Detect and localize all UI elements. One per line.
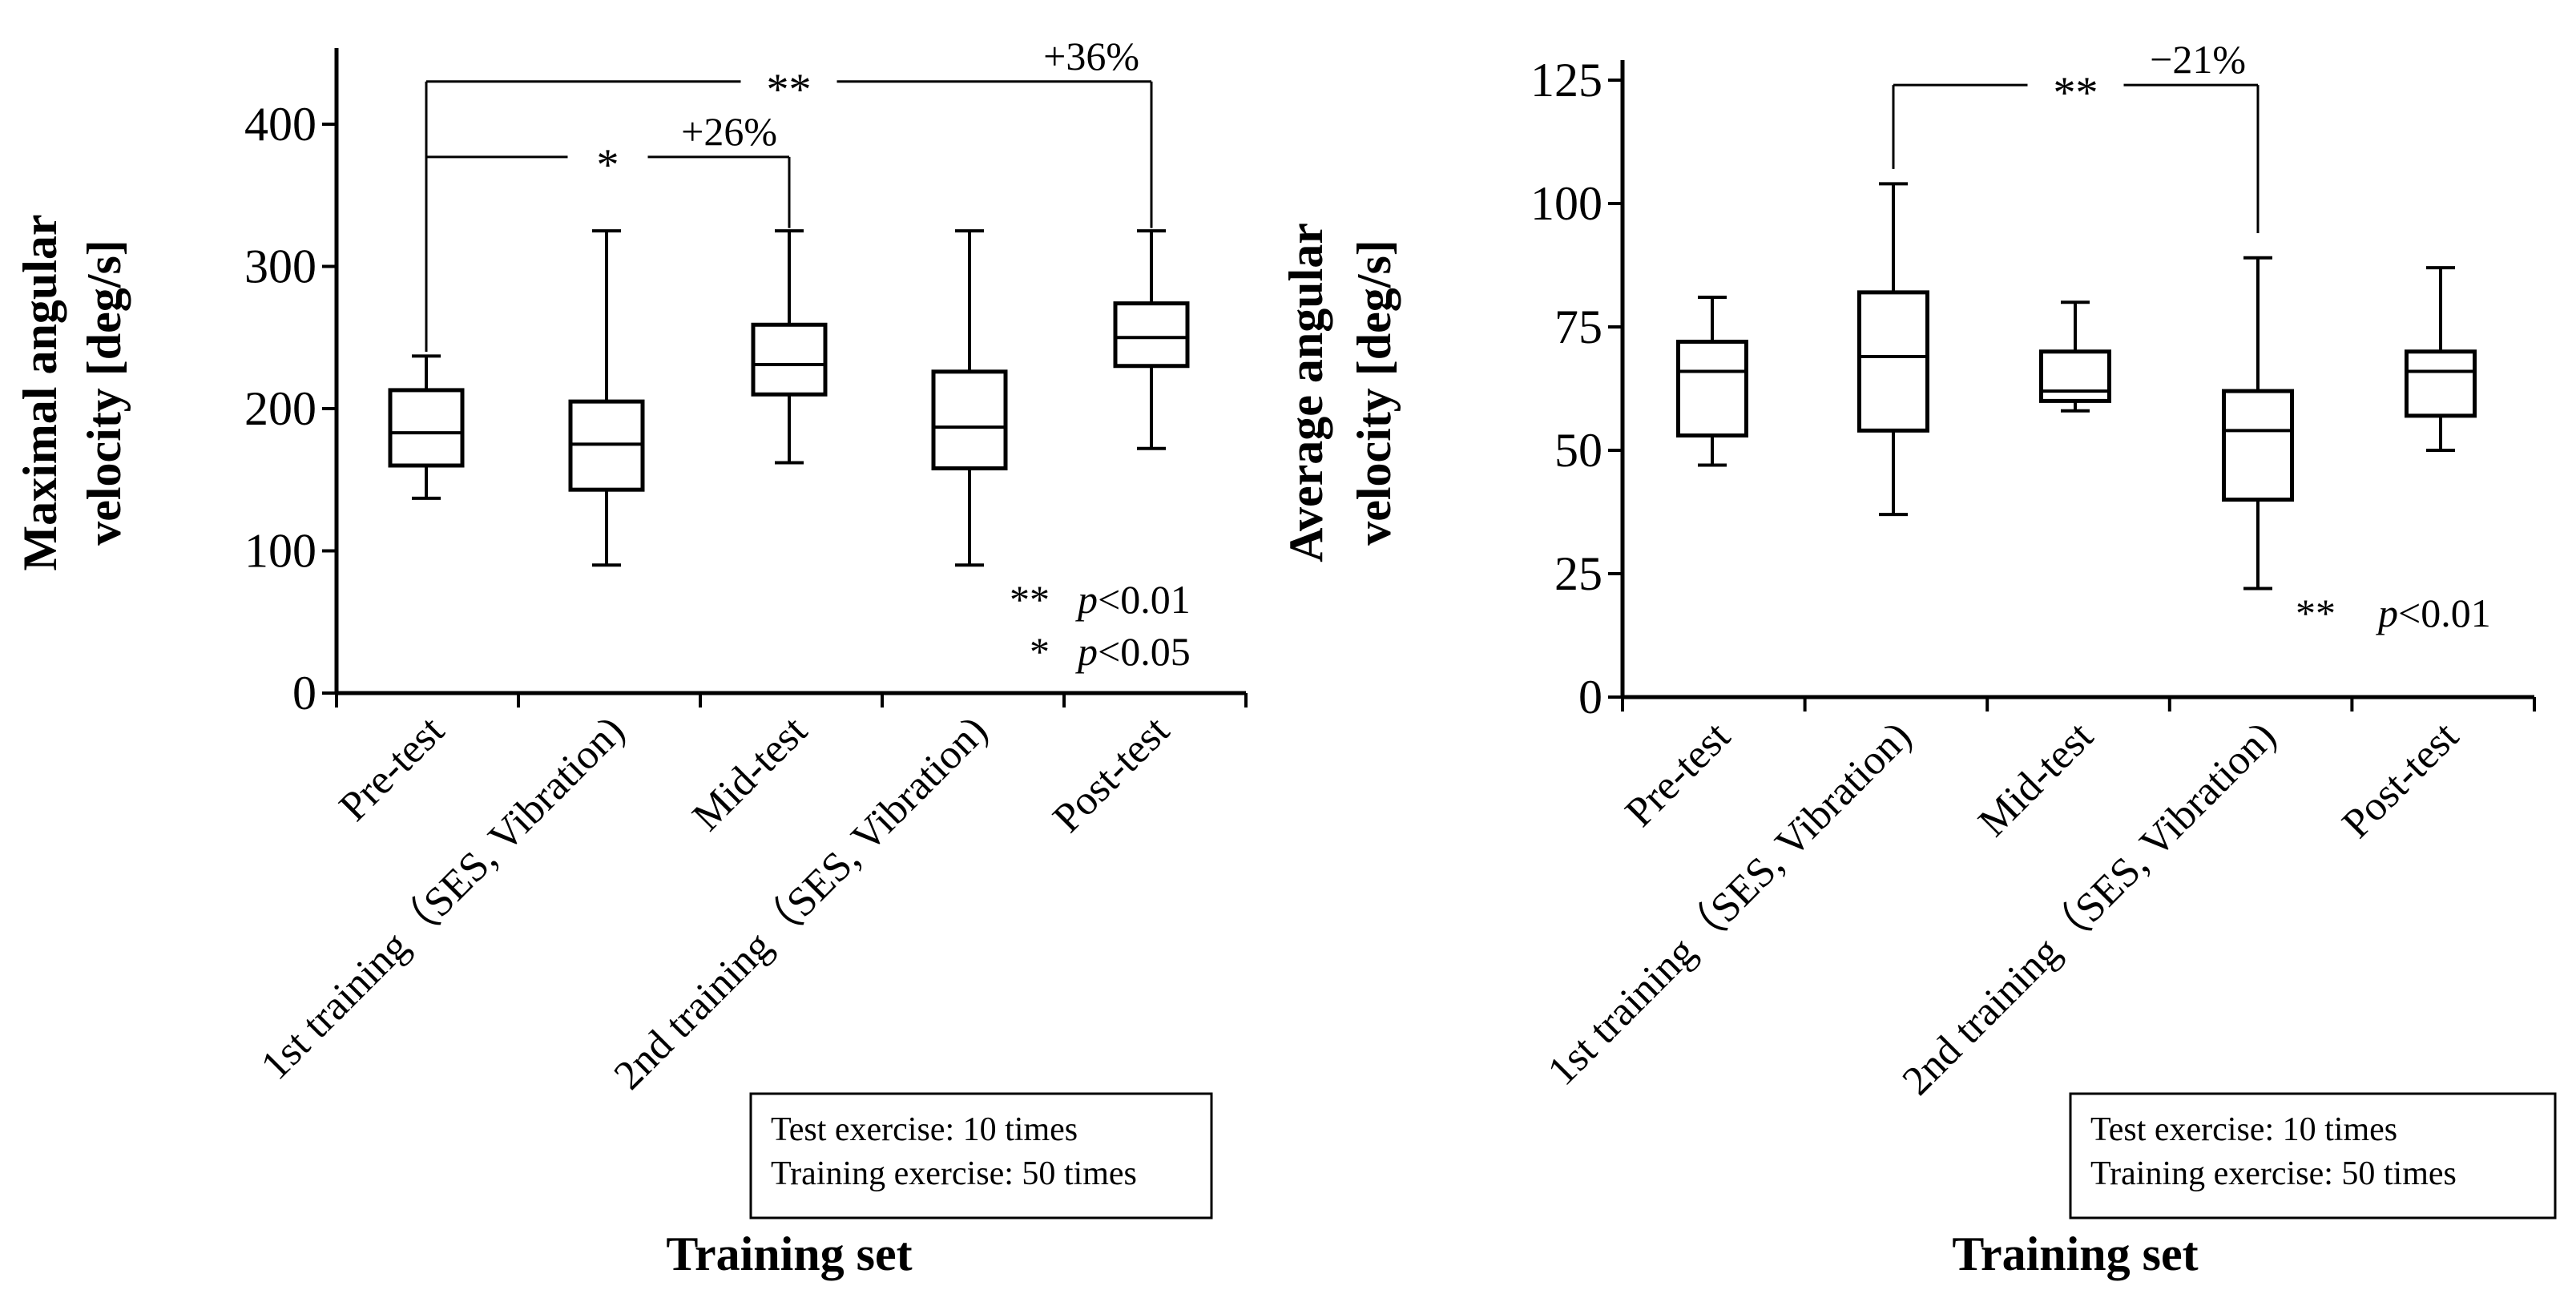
legend-pvalue: p<0.01 bbox=[1075, 577, 1191, 622]
legend-p-threshold: <0.01 bbox=[1098, 577, 1191, 622]
legend-p-threshold: <0.05 bbox=[1098, 629, 1191, 674]
y-axis-title: velocity [deg/s] bbox=[1348, 240, 1401, 546]
y-tick-label: 0 bbox=[1578, 671, 1602, 724]
y-tick-label: 0 bbox=[292, 667, 316, 720]
box-plot bbox=[568, 229, 645, 567]
bracket-percent-label: −21% bbox=[2150, 37, 2246, 82]
y-tick-label: 25 bbox=[1554, 547, 1602, 600]
y-tick-label: 50 bbox=[1554, 424, 1602, 477]
legend-pvalue: p<0.05 bbox=[1075, 629, 1191, 674]
note-text: Test exercise: 10 times bbox=[2090, 1111, 2397, 1148]
box-iqr bbox=[388, 388, 465, 468]
category-label: 2nd training（SES, Vibration) bbox=[1894, 713, 2285, 1104]
category-label: Pre-test bbox=[331, 707, 454, 830]
legend-stars: ** bbox=[1010, 577, 1050, 622]
y-tick-label: 100 bbox=[244, 525, 316, 578]
y-tick-label: 100 bbox=[1530, 177, 1602, 230]
box-iqr bbox=[2222, 389, 2294, 502]
legend-p-symbol: p bbox=[2376, 591, 2398, 635]
category-label: Mid-test bbox=[1970, 713, 2102, 845]
category-label: 1st training（SES, Vibration) bbox=[1539, 713, 1921, 1094]
note-text: Test exercise: 10 times bbox=[771, 1111, 1078, 1148]
box-plot bbox=[2405, 266, 2477, 452]
bracket-stars: * bbox=[597, 140, 619, 190]
y-axis-title: Average angular bbox=[1280, 223, 1332, 562]
box-iqr bbox=[1676, 339, 1748, 438]
legend-p-symbol: p bbox=[1075, 577, 1098, 622]
box-plot bbox=[1676, 296, 1748, 467]
category-label: 2nd training（SES, Vibration) bbox=[606, 707, 997, 1098]
y-tick-label: 200 bbox=[244, 382, 316, 435]
note-box bbox=[749, 1092, 1213, 1219]
box-iqr bbox=[1113, 301, 1190, 369]
y-tick-label: 400 bbox=[244, 98, 316, 151]
note-text: Training exercise: 50 times bbox=[771, 1155, 1137, 1192]
category-label: Post-test bbox=[2334, 713, 2468, 847]
bracket-percent-label: +36% bbox=[1043, 34, 1139, 79]
legend-pvalue: p<0.01 bbox=[2376, 591, 2491, 635]
x-axis-title: Training set bbox=[666, 1227, 912, 1280]
category-label: 1st training（SES, Vibration) bbox=[252, 707, 634, 1089]
box-iqr bbox=[931, 369, 1008, 471]
y-tick-label: 75 bbox=[1554, 300, 1602, 353]
legend-stars: ** bbox=[2296, 591, 2336, 635]
y-axis-title: Maximal angular bbox=[14, 215, 67, 571]
box-iqr bbox=[2405, 349, 2477, 418]
category-label: Mid-test bbox=[684, 707, 816, 840]
y-axis-title: velocity [deg/s] bbox=[78, 240, 131, 546]
box-iqr bbox=[751, 322, 828, 397]
box-plot bbox=[751, 229, 828, 465]
note-box bbox=[2069, 1092, 2557, 1219]
significance-bracket: * +26% bbox=[426, 109, 791, 228]
y-tick-label: 300 bbox=[244, 240, 316, 293]
note-text: Training exercise: 50 times bbox=[2090, 1155, 2457, 1192]
legend-p-threshold: <0.01 bbox=[2398, 591, 2491, 635]
category-label: Post-test bbox=[1045, 707, 1179, 841]
bracket-stars: ** bbox=[2054, 68, 2098, 118]
box-plot bbox=[931, 229, 1008, 567]
category-label: Pre-test bbox=[1617, 713, 1740, 836]
bracket-stars: ** bbox=[767, 65, 812, 115]
box-iqr bbox=[2039, 349, 2111, 403]
legend-p-symbol: p bbox=[1075, 629, 1098, 674]
box-plot bbox=[1113, 229, 1190, 450]
x-axis-title: Training set bbox=[1952, 1227, 2198, 1280]
y-tick-label: 125 bbox=[1530, 54, 1602, 107]
legend-stars: * bbox=[1030, 629, 1050, 674]
box-plot bbox=[388, 354, 465, 500]
box-plot bbox=[1857, 182, 1929, 517]
box-plot bbox=[2222, 256, 2294, 591]
bracket-percent-label: +26% bbox=[681, 109, 777, 154]
box-iqr bbox=[1857, 290, 1929, 433]
box-plot bbox=[2039, 300, 2111, 413]
significance-bracket: ** +36% bbox=[425, 34, 1153, 352]
significance-bracket: ** −21% bbox=[1892, 37, 2260, 233]
